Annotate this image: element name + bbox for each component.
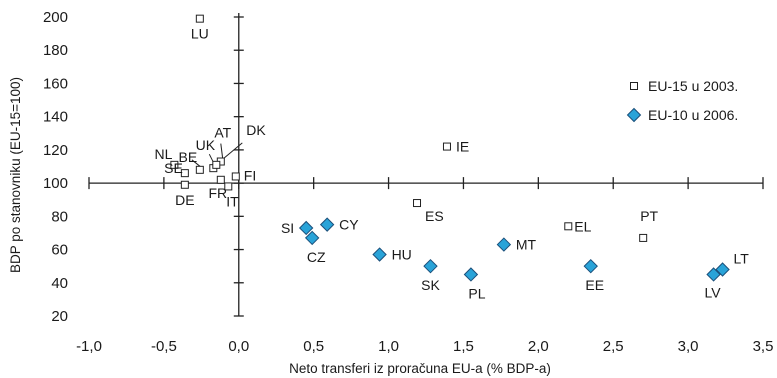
point-ee xyxy=(583,258,598,274)
y-tick-label: 120 xyxy=(43,142,68,159)
legend-marker-square xyxy=(630,82,638,90)
label-pl: PL xyxy=(468,285,485,301)
point-pt xyxy=(639,233,648,242)
y-tick-label: 100 xyxy=(43,175,68,192)
label-el: EL xyxy=(574,218,591,234)
point-cy xyxy=(319,217,335,232)
x-tick-label: 2,5 xyxy=(603,338,624,355)
label-se: SE xyxy=(164,160,183,176)
point-fr xyxy=(216,175,225,184)
label-mt: MT xyxy=(516,237,537,253)
point-mt xyxy=(496,237,512,252)
y-tick-label: 80 xyxy=(51,208,68,225)
point-sk xyxy=(423,258,438,274)
point-ie xyxy=(442,142,451,151)
label-fi: FI xyxy=(244,167,256,183)
label-lu: LU xyxy=(191,26,209,42)
label-lv: LV xyxy=(705,284,722,300)
label-es: ES xyxy=(425,208,444,224)
x-tick-label: -0,5 xyxy=(151,338,177,355)
legend-marker-diamond xyxy=(626,107,642,123)
y-tick-label: 180 xyxy=(43,42,68,59)
label-ie: IE xyxy=(456,139,469,155)
point-nl xyxy=(170,160,179,169)
legend: EU-15 u 2003. EU-10 u 2006. xyxy=(626,78,738,123)
x-tick-label: 3,0 xyxy=(678,338,699,355)
label-lt: LT xyxy=(734,250,750,266)
label-be: BE xyxy=(178,149,197,165)
point-de xyxy=(180,180,189,189)
point-el xyxy=(564,222,573,231)
label-de: DE xyxy=(175,192,194,208)
label-si: SI xyxy=(281,220,294,236)
label-it: IT xyxy=(226,193,239,209)
label-sk: SK xyxy=(421,277,440,293)
x-tick-label: 0,5 xyxy=(303,338,324,355)
leader-at xyxy=(220,143,224,160)
point-be xyxy=(195,165,204,174)
label-at: AT xyxy=(214,125,231,141)
legend-label: EU-15 u 2003. xyxy=(648,78,738,94)
point-se xyxy=(180,169,189,178)
label-cy: CY xyxy=(339,217,359,233)
label-pt: PT xyxy=(640,208,658,224)
x-tick-label: 2,0 xyxy=(528,338,549,355)
point-pl xyxy=(463,267,479,282)
label-cz: CZ xyxy=(307,249,326,265)
point-si xyxy=(298,220,314,236)
point-cz xyxy=(304,230,320,246)
y-tick-label: 200 xyxy=(43,9,68,26)
label-dk: DK xyxy=(246,122,266,138)
x-tick-label: 1,5 xyxy=(453,338,474,355)
label-hu: HU xyxy=(392,247,412,263)
y-tick-label: 140 xyxy=(43,109,68,126)
y-tick-label: 20 xyxy=(51,308,68,325)
point-lv xyxy=(706,267,721,282)
point-es xyxy=(413,199,422,208)
legend-label: EU-10 u 2006. xyxy=(648,107,738,123)
point-hu xyxy=(372,247,387,262)
x-tick-label: 1,0 xyxy=(378,338,399,355)
x-tick-label: -1,0 xyxy=(76,338,102,355)
point-lu xyxy=(195,14,204,23)
data-points xyxy=(170,14,730,282)
label-fr: FR xyxy=(208,185,227,201)
axes: -1,0 -0,5 0,0 0,5 1,0 1,5 2,0 2,5 3,0 3,5 20 40 60 80… xyxy=(43,9,773,355)
point-it xyxy=(224,182,233,191)
y-tick-label: 40 xyxy=(51,275,68,292)
label-ee: EE xyxy=(585,277,604,293)
point-dk xyxy=(212,160,221,169)
point-fi xyxy=(231,172,240,181)
y-tick-label: 60 xyxy=(51,242,68,259)
y-tick-label: 160 xyxy=(43,75,68,92)
point-lt xyxy=(715,262,730,277)
label-uk: UK xyxy=(196,137,216,153)
y-axis-title: BDP po stanovniku (EU-15=100) xyxy=(8,77,23,273)
x-tick-label: 0,0 xyxy=(228,338,249,355)
label-nl: NL xyxy=(154,146,172,162)
x-tick-label: 3,5 xyxy=(753,338,774,355)
x-axis-title: Neto transferi iz proračuna EU-a (% BDP-… xyxy=(289,361,551,376)
